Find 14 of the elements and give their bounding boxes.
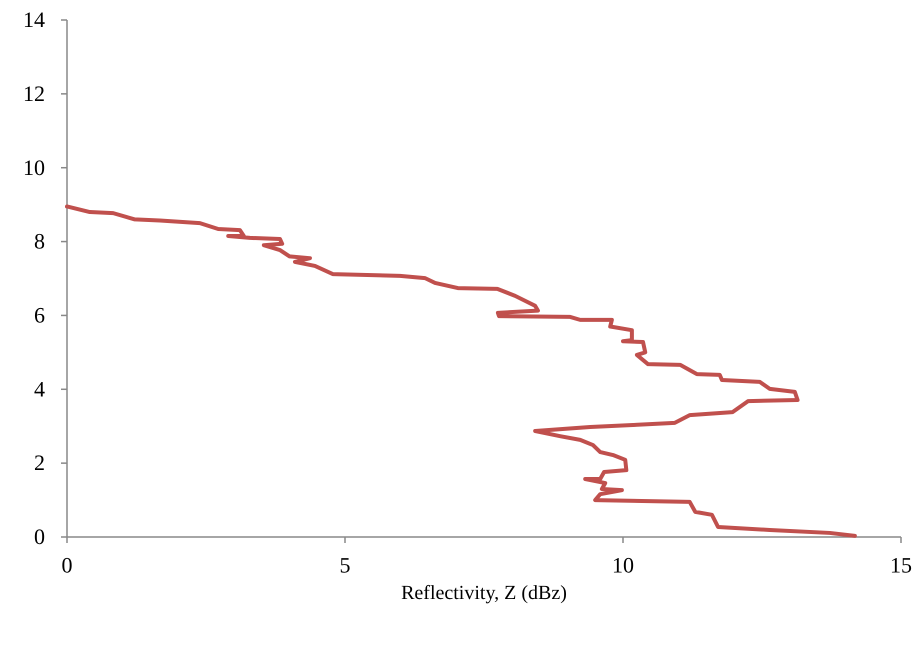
- x-tick-label: 15: [890, 552, 912, 578]
- line-series: [65, 204, 857, 538]
- y-tick-label: 14: [23, 7, 45, 32]
- y-tick-label: 4: [34, 376, 45, 402]
- y-tick-label: 6: [34, 302, 45, 328]
- x-tick-label: 0: [62, 552, 72, 578]
- y-tick-label: 2: [34, 450, 45, 476]
- y-tick-label: 10: [23, 154, 45, 180]
- y-tick-label: 8: [34, 228, 45, 254]
- x-tick-label: 10: [612, 552, 634, 578]
- y-tick-label: 0: [34, 524, 45, 550]
- x-tick-label: 5: [340, 552, 350, 578]
- x-axis-title: Reflectivity, Z (dBz): [401, 582, 567, 604]
- y-tick-label: 12: [23, 80, 45, 106]
